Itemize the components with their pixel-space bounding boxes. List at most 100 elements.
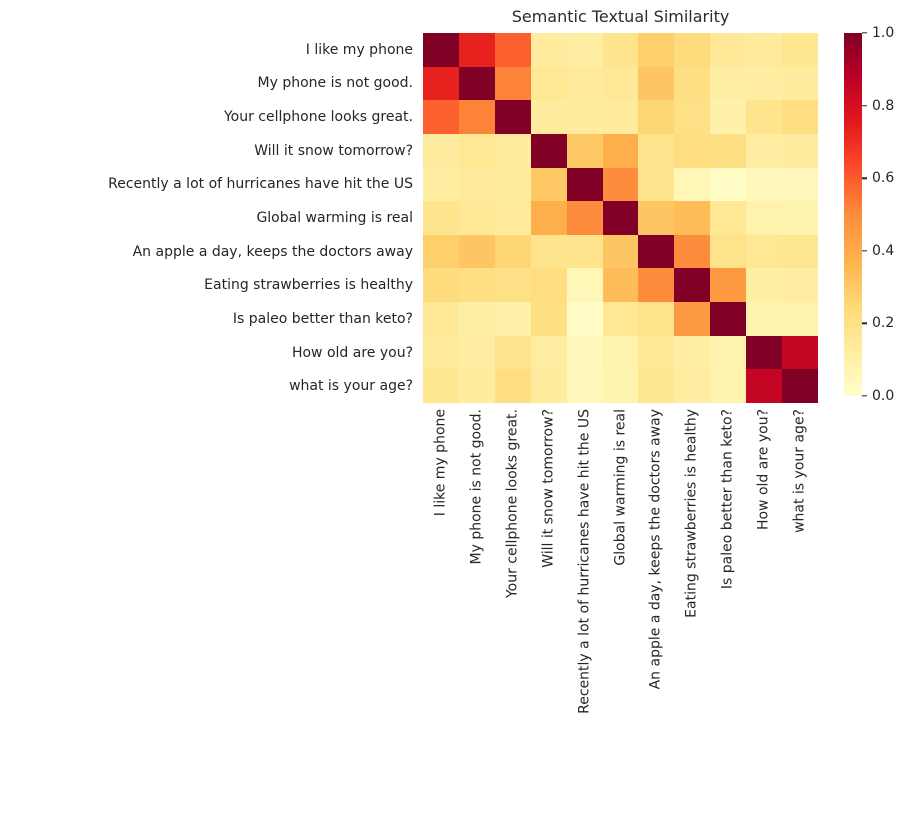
heatmap-grid [423,33,818,403]
heatmap-cell [531,235,567,268]
heatmap-cell [531,336,567,369]
colorbar-tick-label: 0.4 [872,242,895,259]
heatmap-cell [782,235,818,268]
heatmap-cell [423,268,459,302]
heatmap-cell [674,235,710,268]
heatmap-cell [710,302,746,336]
heatmap-cell [567,268,603,302]
heatmap-cell [710,67,746,100]
heatmap-cell [459,134,495,168]
heatmap-cell [495,268,531,302]
heatmap-cell [567,100,603,134]
heatmap-cell [603,67,638,100]
heatmap-cell [746,235,782,268]
heatmap-cell [603,201,638,235]
heatmap-cell [423,33,459,67]
heatmap-cell [782,336,818,369]
heatmap-cell [567,168,603,201]
heatmap-cell [782,168,818,201]
heatmap-cell [459,100,495,134]
x-axis-tick-labels: I like my phone My phone is not good. Your… [423,409,818,821]
heatmap-cell [710,168,746,201]
heatmap-cell [495,67,531,100]
heatmap-cell [423,369,459,403]
heatmap-cell [782,100,818,134]
heatmap-cell [674,201,710,235]
heatmap-cell [531,369,567,403]
y-tick-label: Eating strawberries is healthy [204,277,413,294]
heatmap-cell [782,67,818,100]
heatmap-cell [567,369,603,403]
heatmap-cell [603,268,638,302]
heatmap-cell [531,168,567,201]
heatmap-cell [674,134,710,168]
heatmap-cell [674,168,710,201]
heatmap-cell [603,369,638,403]
colorbar-tick-label: 0.2 [872,315,895,332]
x-tick-label: Will it snow tomorrow? [539,409,556,568]
heatmap-cell [746,33,782,67]
heatmap-cell [638,134,674,168]
heatmap-cell [495,201,531,235]
y-tick-label: Recently a lot of hurricanes have hit th… [108,176,413,193]
x-tick-label: How old are you? [755,409,772,531]
heatmap-cell [495,100,531,134]
heatmap-cell [459,67,495,100]
heatmap-cell [782,369,818,403]
heatmap-cell [746,168,782,201]
y-tick-label: My phone is not good. [257,75,413,92]
heatmap-cell [423,168,459,201]
heatmap-cell [423,201,459,235]
colorbar-tick-mark [862,250,867,252]
heatmap-cell [782,201,818,235]
y-tick-label: An apple a day, keeps the doctors away [132,243,413,260]
heatmap-cell [567,67,603,100]
heatmap-cell [674,369,710,403]
colorbar-tick-label: 0.6 [872,170,895,187]
heatmap-cell [782,134,818,168]
heatmap-cell [710,134,746,168]
x-tick-label: Your cellphone looks great. [504,409,521,599]
heatmap-cell [495,235,531,268]
colorbar [844,33,862,396]
x-tick-label: Eating strawberries is healthy [683,409,700,618]
colorbar-tick-mark [862,32,867,34]
y-tick-label: Will it snow tomorrow? [254,142,413,159]
heatmap-cell [746,302,782,336]
heatmap-cell [603,336,638,369]
x-tick-label: what is your age? [791,409,808,533]
heatmap-cell [638,201,674,235]
heatmap-cell [674,336,710,369]
heatmap-cell [495,302,531,336]
heatmap-cell [495,168,531,201]
colorbar-tick-mark [862,104,867,107]
heatmap-cell [638,67,674,100]
heatmap-cell [603,33,638,67]
colorbar-tick-mark [862,322,867,325]
heatmap-cell [603,302,638,336]
heatmap-cell [531,201,567,235]
heatmap-cell [674,33,710,67]
heatmap-cell [638,33,674,67]
heatmap-cell [603,168,638,201]
heatmap-cell [710,336,746,369]
x-tick-label: My phone is not good. [468,409,485,565]
heatmap-cell [495,134,531,168]
heatmap-cell [782,302,818,336]
heatmap-cell [710,100,746,134]
x-tick-label: Is paleo better than keto? [719,409,736,590]
y-tick-label: How old are you? [291,344,413,361]
heatmap-cell [638,268,674,302]
heatmap-cell [567,33,603,67]
heatmap-cell [567,336,603,369]
heatmap-cell [567,235,603,268]
y-tick-label: what is your age? [289,378,413,395]
heatmap-cell [603,100,638,134]
heatmap-cell [746,268,782,302]
heatmap-cell [603,235,638,268]
x-tick-label: An apple a day, keeps the doctors away [647,409,664,690]
heatmap-cell [746,336,782,369]
heatmap-cell [531,33,567,67]
heatmap-cell [423,235,459,268]
heatmap-cell [531,134,567,168]
